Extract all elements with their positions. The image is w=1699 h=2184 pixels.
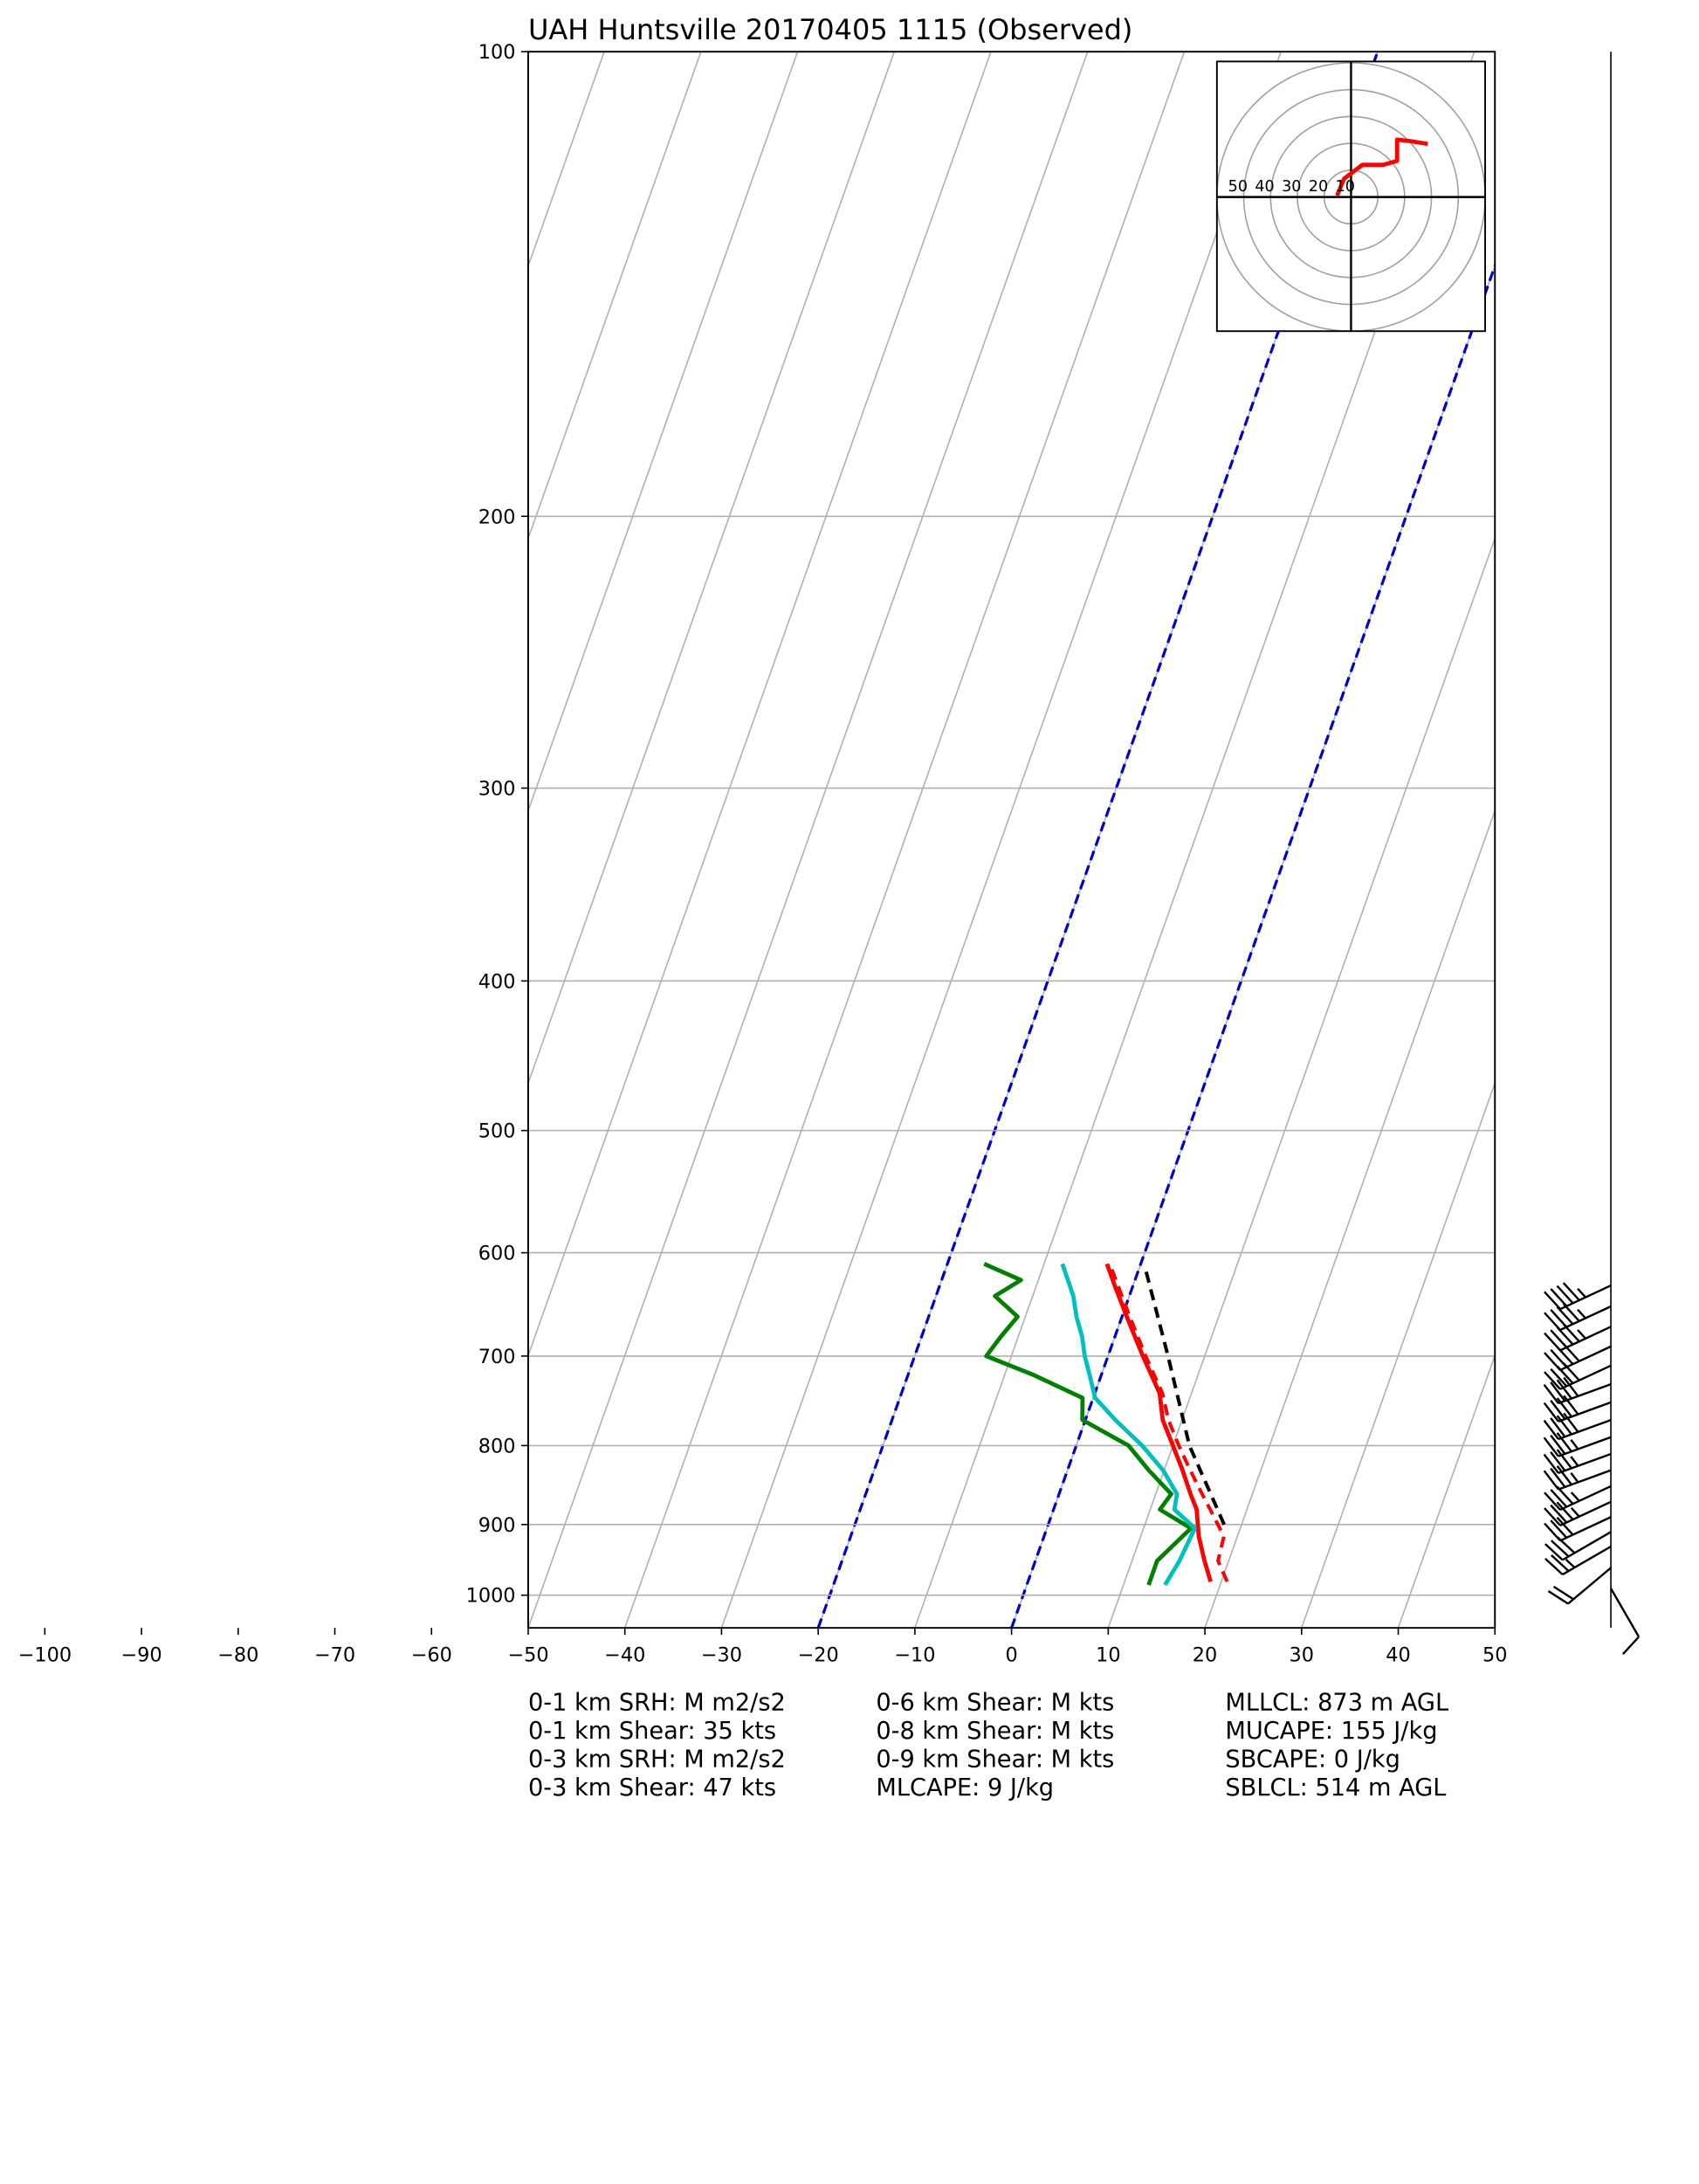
profile-line (983, 1262, 1193, 1586)
wind-barb (1543, 1395, 1612, 1423)
plot-area (527, 52, 1496, 1629)
x-tick-label: 40 (1386, 1644, 1411, 1667)
y-tick-label: 300 (478, 778, 516, 801)
hodograph-trace (1335, 137, 1428, 196)
profile-line (1104, 1263, 1213, 1582)
x-tick-label: 0 (1005, 1644, 1017, 1667)
hodograph-ring-label: 20 (1309, 178, 1328, 196)
isotherm-grid-line (527, 52, 896, 1085)
y-tick-label: 500 (478, 1120, 516, 1143)
wind-barb (1544, 1545, 1612, 1576)
y-tick-label: 1000 (466, 1585, 516, 1608)
stat-text: 0-1 km Shear: 35 kts (528, 1718, 776, 1745)
x-tick-label: −100 (18, 1644, 72, 1667)
y-tick-label: 600 (478, 1243, 516, 1265)
wind-barb (1544, 1303, 1612, 1332)
isotherm-grid-line (527, 52, 702, 541)
hodograph-ring-label: 50 (1228, 178, 1248, 196)
highlight-isotherm (1010, 261, 1496, 1629)
wind-barb (1544, 1500, 1612, 1526)
wind-barb (1544, 1362, 1612, 1390)
stat-text: MLCAPE: 9 J/kg (876, 1774, 1054, 1802)
x-tick-label: −80 (217, 1644, 258, 1667)
isotherm-grid-line (527, 52, 1089, 1629)
isotherm-grid-line (527, 52, 799, 813)
isotherm-grid-line (527, 52, 992, 1358)
y-tick-label: 900 (478, 1514, 516, 1537)
x-tick-label: −90 (120, 1644, 162, 1667)
wind-barb (1544, 1485, 1612, 1512)
y-tick-label: 200 (478, 506, 516, 528)
hodograph-frame (1215, 60, 1487, 333)
stat-text: 0-1 km SRH: M m2/s2 (528, 1690, 786, 1717)
hodograph-ring-label: 40 (1255, 178, 1274, 196)
wind-barb (1544, 1531, 1612, 1561)
wind-barb (1543, 1432, 1612, 1457)
x-tick-label: −70 (314, 1644, 355, 1667)
x-tick-label: −60 (411, 1644, 452, 1667)
stat-text: 0-8 km Shear: M kts (876, 1718, 1114, 1745)
stat-text: SBLCL: 514 m AGL (1225, 1774, 1446, 1802)
stat-text: 0-6 km Shear: M kts (876, 1690, 1114, 1717)
wind-barb (1543, 1465, 1612, 1491)
profile-line (1144, 1269, 1226, 1526)
isotherm-grid-line (720, 52, 1282, 1629)
chart-title: UAH Huntsville 20170405 1115 (Observed) (528, 13, 1132, 46)
stat-text: 0-9 km Shear: M kts (876, 1747, 1114, 1774)
stat-text: 0-3 km Shear: 47 kts (528, 1774, 776, 1802)
profile-line (1060, 1263, 1197, 1587)
x-tick-label: 30 (1290, 1644, 1315, 1667)
stat-text: 0-3 km SRH: M m2/s2 (528, 1747, 786, 1774)
wind-barb (1544, 1323, 1612, 1352)
wind-barb (1543, 1376, 1612, 1405)
hodograph-ring-label: 30 (1282, 178, 1301, 196)
y-tick-label: 700 (478, 1346, 516, 1368)
highlight-isotherm (816, 52, 1379, 1629)
wind-barb (1543, 1449, 1612, 1474)
stat-text: MLLCL: 873 m AGL (1225, 1690, 1448, 1717)
wind-barb (1543, 1412, 1612, 1441)
x-tick-label: −40 (604, 1644, 645, 1667)
x-tick-label: −10 (894, 1644, 935, 1667)
isotherm-grid-line (1204, 809, 1496, 1629)
wind-barb (1547, 1567, 1612, 1605)
isotherm-grid-line (1301, 1080, 1496, 1629)
wind-barb (1544, 1343, 1612, 1372)
stat-text: SBCAPE: 0 J/kg (1225, 1747, 1400, 1774)
y-tick-label: 800 (478, 1435, 516, 1457)
x-tick-label: 20 (1193, 1644, 1218, 1667)
x-tick-label: −30 (701, 1644, 742, 1667)
plot-frame (527, 51, 1496, 1629)
x-tick-label: 50 (1482, 1644, 1507, 1667)
wind-barb (1544, 1282, 1612, 1311)
x-tick-label: −50 (507, 1644, 548, 1667)
hodograph-ring-label: 10 (1336, 178, 1355, 196)
isotherm-grid-line (623, 52, 1186, 1629)
x-tick-label: 10 (1096, 1644, 1121, 1667)
wind-barb (1544, 1516, 1612, 1542)
isotherm-grid-line (1107, 536, 1496, 1629)
isotherm-grid-line (1397, 1353, 1496, 1629)
x-tick-label: −20 (798, 1644, 839, 1667)
hodograph (1216, 61, 1486, 332)
y-tick-label: 100 (478, 41, 516, 64)
profile-line (1108, 1263, 1229, 1582)
y-tick-label: 400 (478, 970, 516, 993)
wind-barb (1610, 1588, 1641, 1655)
stat-text: MUCAPE: 155 J/kg (1225, 1718, 1437, 1745)
